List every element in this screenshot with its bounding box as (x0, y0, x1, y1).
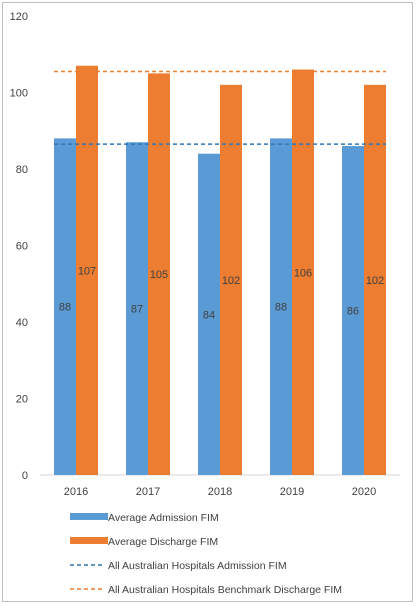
y-tick-label: 120 (10, 11, 28, 23)
legend-label: Average Discharge FIM (108, 536, 218, 548)
x-tick-label: 2020 (352, 486, 376, 498)
y-tick-label: 0 (22, 470, 28, 482)
legend-label: Average Admission FIM (108, 512, 219, 524)
admission-data-label: 84 (203, 309, 215, 321)
y-tick-label: 100 (10, 88, 28, 100)
legend-swatch (70, 537, 108, 544)
y-tick-label: 60 (16, 241, 28, 253)
discharge-bar (148, 73, 170, 475)
legend-swatch (70, 513, 108, 520)
admission-data-label: 87 (131, 304, 143, 316)
x-tick-label: 2017 (136, 486, 160, 498)
discharge-bar (364, 84, 386, 475)
admission-data-label: 86 (347, 306, 359, 318)
discharge-data-label: 102 (366, 275, 384, 287)
legend-label: All Australian Hospitals Admission FIM (108, 560, 287, 572)
x-tick-label: 2016 (64, 486, 88, 498)
admission-bar (54, 138, 76, 475)
admission-data-label: 88 (275, 302, 287, 314)
discharge-data-label: 102 (222, 275, 240, 287)
discharge-data-label: 105 (150, 269, 168, 281)
discharge-bar (292, 69, 314, 476)
x-tick-label: 2018 (208, 486, 232, 498)
discharge-data-label: 106 (294, 267, 312, 279)
y-tick-label: 80 (16, 164, 28, 176)
y-tick-label: 40 (16, 317, 28, 329)
admission-bar (198, 153, 220, 475)
discharge-data-label: 107 (78, 265, 96, 277)
y-tick-label: 20 (16, 394, 28, 406)
admission-bar (342, 146, 364, 476)
discharge-bar (220, 84, 242, 475)
discharge-bar (76, 65, 98, 475)
admission-data-label: 88 (59, 302, 71, 314)
legend-label: All Australian Hospitals Benchmark Disch… (108, 584, 342, 596)
x-tick-label: 2019 (280, 486, 304, 498)
admission-bar (126, 142, 148, 475)
admission-bar (270, 138, 292, 475)
